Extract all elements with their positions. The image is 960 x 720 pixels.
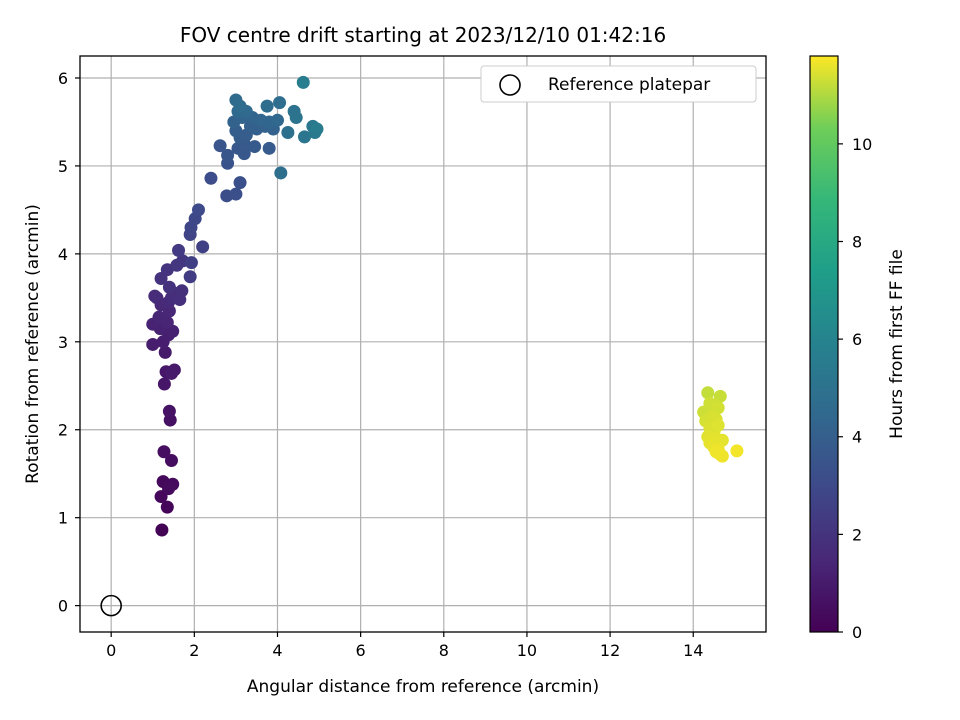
data-point: [157, 377, 171, 391]
data-point: [204, 171, 218, 185]
legend-box: [480, 65, 757, 103]
legend-marker-icon: [499, 74, 521, 96]
data-point: [273, 96, 287, 110]
data-point: [213, 139, 227, 153]
data-point: [158, 345, 172, 359]
data-point: [146, 337, 160, 351]
data-point: [233, 176, 247, 190]
data-point: [221, 148, 235, 162]
colorbar-label: Hours from first FF file: [887, 249, 907, 439]
y-tick-label: 5: [58, 157, 68, 176]
data-point: [196, 240, 210, 254]
data-point: [701, 386, 715, 400]
colorbar: [809, 55, 839, 633]
data-point: [298, 130, 312, 144]
y-tick-label: 6: [58, 69, 68, 88]
x-tick-label: 8: [439, 641, 449, 660]
x-tick-label: 12: [600, 641, 620, 660]
data-point: [172, 243, 186, 257]
data-point: [233, 99, 247, 113]
data-point: [274, 166, 288, 180]
x-tick-label: 0: [106, 641, 116, 660]
data-point: [709, 445, 723, 459]
legend-label: Reference platepar: [548, 75, 710, 95]
data-point: [157, 445, 171, 459]
data-point: [164, 454, 178, 468]
y-tick-label: 4: [58, 245, 68, 264]
y-tick-label: 0: [58, 597, 68, 616]
data-point: [160, 500, 174, 514]
data-point: [191, 203, 205, 217]
y-tick-label: 3: [58, 333, 68, 352]
data-point: [175, 284, 189, 298]
data-point: [296, 75, 310, 89]
data-point: [730, 444, 744, 458]
data-point: [152, 310, 166, 324]
grid: [80, 56, 766, 632]
colorbar-tick-label: 8: [852, 232, 862, 251]
data-point: [248, 140, 262, 154]
data-point: [162, 404, 176, 418]
colorbar-ticks: 0 2 4 6 8 10: [838, 135, 872, 642]
data-point: [260, 99, 274, 113]
colorbar-tick-label: 2: [852, 525, 862, 544]
data-point: [162, 482, 176, 496]
data-points: [146, 75, 744, 537]
data-point: [229, 187, 243, 201]
y-tick-label: 1: [58, 509, 68, 528]
data-point: [270, 113, 284, 127]
colorbar-tick-label: 10: [852, 135, 872, 154]
legend: Reference platepar: [480, 65, 757, 103]
data-point: [281, 126, 295, 140]
data-point: [289, 111, 303, 125]
x-axis-label: Angular distance from reference (arcmin): [247, 677, 599, 697]
x-tick-label: 2: [189, 641, 199, 660]
x-axis-ticks: 0 2 4 6 8 10 12 14: [106, 632, 703, 660]
data-point: [164, 366, 178, 380]
colorbar-tick-label: 6: [852, 330, 862, 349]
y-axis-label: Rotation from reference (arcmin): [23, 204, 43, 484]
x-tick-label: 10: [517, 641, 537, 660]
data-point: [183, 270, 197, 284]
colorbar-tick-label: 4: [852, 428, 862, 447]
data-point: [262, 141, 276, 155]
x-tick-label: 6: [356, 641, 366, 660]
chart-title: FOV centre drift starting at 2023/12/10 …: [180, 23, 666, 47]
x-tick-label: 14: [683, 641, 703, 660]
y-axis-ticks: 0 1 2 3 4 5 6: [58, 69, 80, 616]
colorbar-tick-label: 0: [852, 623, 862, 642]
data-point: [155, 523, 169, 537]
data-point: [711, 418, 725, 432]
data-point: [162, 280, 176, 294]
data-point: [310, 122, 324, 136]
x-tick-label: 4: [272, 641, 282, 660]
plot-frame: [79, 55, 767, 633]
data-point: [148, 289, 162, 303]
y-tick-label: 2: [58, 421, 68, 440]
data-point: [184, 256, 198, 270]
reference-platepar-marker: [100, 594, 122, 617]
